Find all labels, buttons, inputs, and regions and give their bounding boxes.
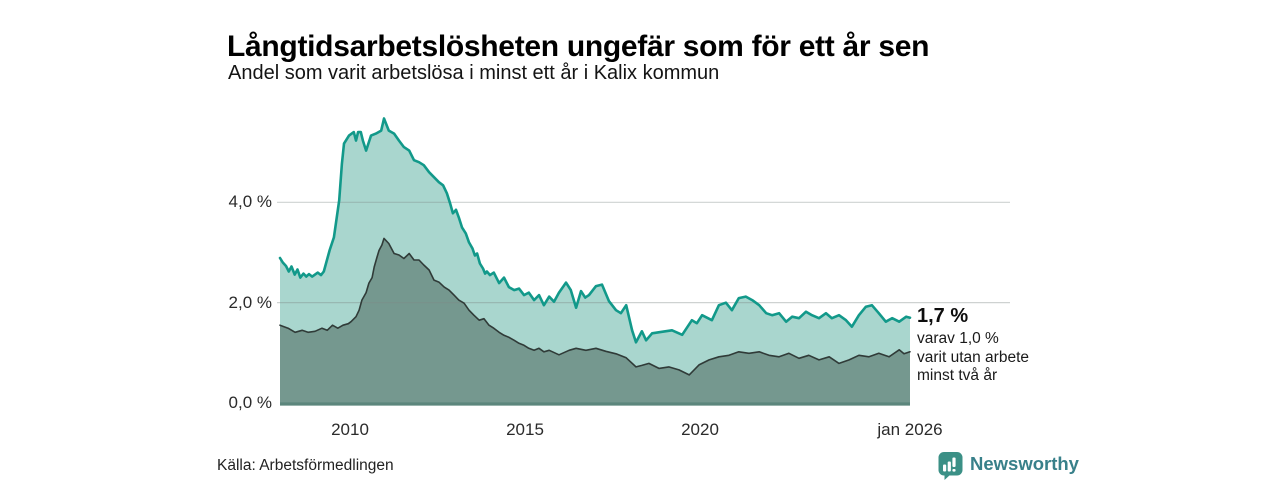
endpoint-note-line: varav 1,0 % [917,330,999,347]
series-line-1 [279,237,911,376]
series-line-0 [278,117,912,344]
source-credit: Källa: Arbetsförmedlingen [217,457,394,474]
x-axis-label: 2015 [506,420,544,439]
endpoint-note-line: varit utan arbete [917,348,1030,366]
endpoint-note-line: minst två år [917,367,998,384]
x-axis-label: jan 2026 [877,420,943,439]
y-axis-label: 2,0 % [228,292,272,312]
y-axis-label: 4,0 % [228,192,272,212]
y-axis-label: 0,0 % [228,393,272,412]
page-title: Långtidsarbetslösheten ungefär som för e… [227,30,930,64]
endpoint-annotation: 1,7 % varav 1,0 % varit utan arbete mins… [917,305,1067,386]
chart-subtitle: Andel som varit arbetslösa i minst ett å… [228,62,720,84]
newsworthy-icon [938,452,963,480]
x-axis-label: 2010 [331,420,369,439]
newsworthy-logo: Newsworthy [938,451,1079,480]
newsworthy-wordmark: Newsworthy [970,453,1079,474]
endpoint-value: 1,7 % [917,305,969,327]
series-area-1 [280,238,910,403]
x-axis-label: 2020 [681,420,719,439]
